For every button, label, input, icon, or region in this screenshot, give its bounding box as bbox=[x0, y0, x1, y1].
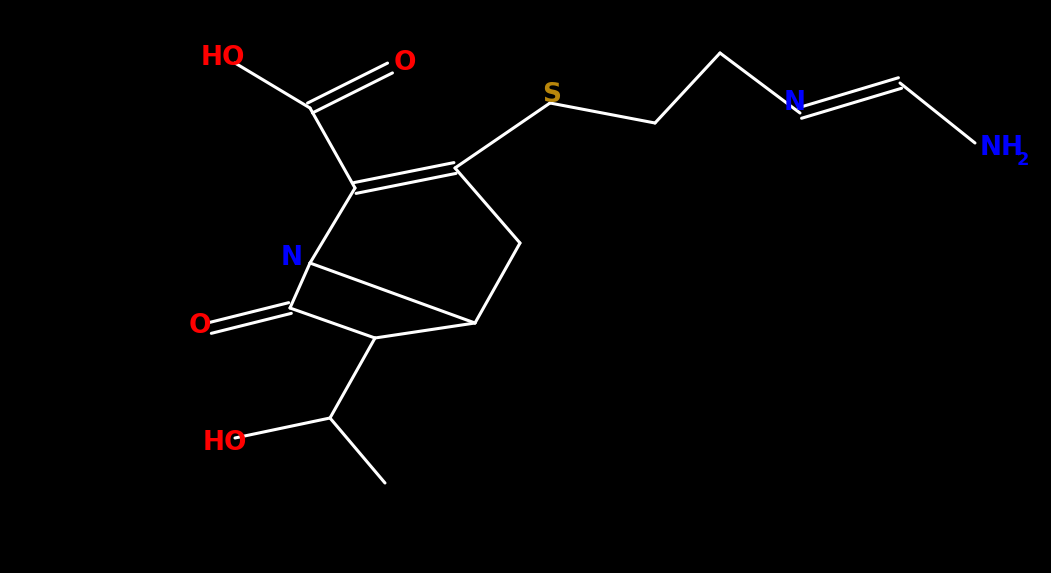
Text: N: N bbox=[281, 245, 303, 271]
Text: HO: HO bbox=[203, 430, 247, 456]
Text: O: O bbox=[394, 50, 416, 76]
Text: O: O bbox=[189, 313, 211, 339]
Text: S: S bbox=[542, 82, 561, 108]
Text: HO: HO bbox=[201, 45, 245, 71]
Text: N: N bbox=[784, 90, 806, 116]
Text: NH: NH bbox=[980, 135, 1024, 161]
Text: 2: 2 bbox=[1016, 151, 1029, 169]
